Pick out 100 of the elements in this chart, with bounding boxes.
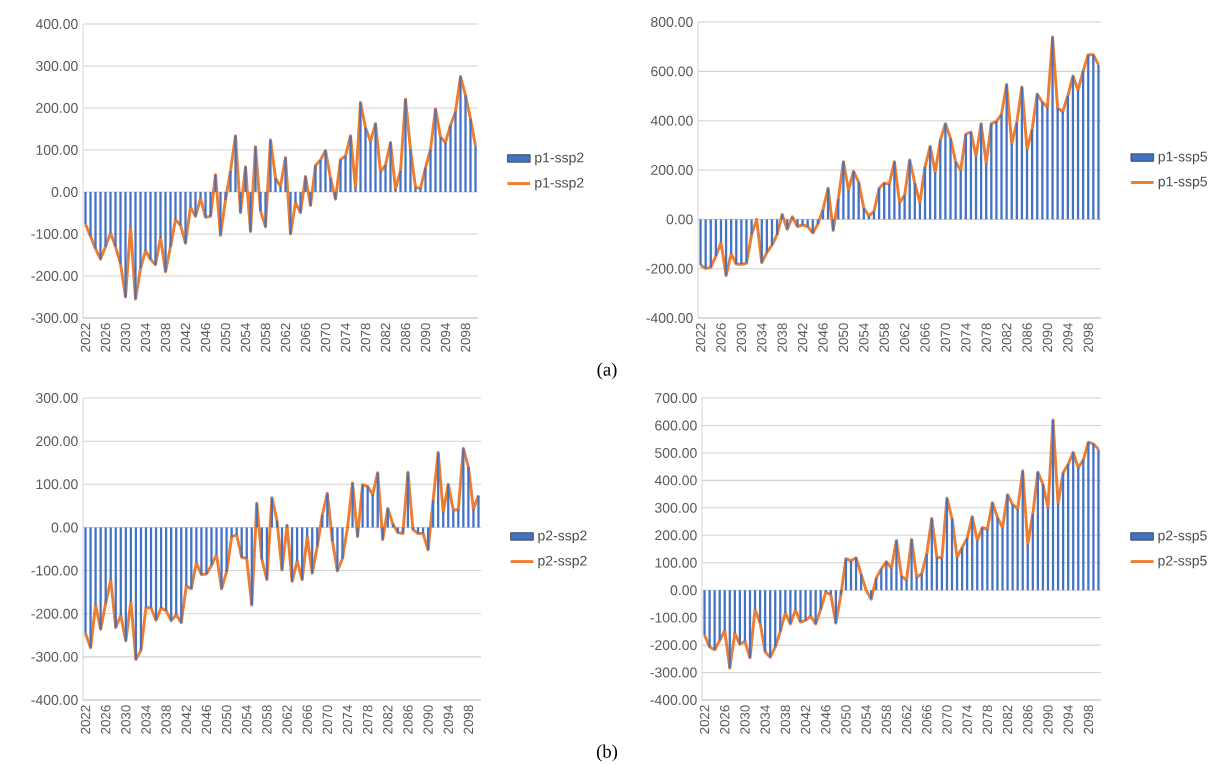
bar (244, 166, 247, 193)
bar (1000, 114, 1003, 220)
bar (349, 135, 352, 193)
bar (781, 214, 784, 220)
bar (434, 108, 437, 193)
bar (394, 189, 397, 193)
bar (149, 192, 152, 260)
bar (1056, 108, 1059, 220)
x-tick-label: 2026 (720, 705, 730, 734)
y-tick-label: -400.00 (650, 695, 697, 705)
x-tick-label: 2078 (360, 323, 371, 352)
bar (477, 495, 480, 528)
bar (301, 527, 304, 580)
x-tick-label: 2086 (400, 323, 411, 352)
bar (220, 527, 223, 589)
bar (719, 219, 723, 243)
x-tick-label: 2070 (942, 705, 952, 734)
bar (852, 171, 855, 220)
x-tick-label: 2082 (380, 323, 391, 352)
bar (94, 527, 97, 606)
x-tick-label: 2022 (80, 705, 91, 734)
bar (341, 527, 344, 559)
x-tick-label: 2094 (1063, 323, 1073, 352)
bar (791, 216, 794, 220)
bar (1097, 449, 1100, 591)
x-tick-label: 2046 (201, 705, 212, 734)
x-tick-label: 2094 (440, 323, 451, 352)
bar (334, 192, 337, 200)
bar (200, 527, 203, 575)
bar (829, 590, 832, 595)
x-tick-label: 2054 (242, 705, 252, 734)
x-tick-label: 2022 (80, 323, 91, 352)
x-tick-label: 2030 (120, 323, 131, 352)
x-tick-label: 2066 (300, 323, 311, 352)
bar (94, 192, 97, 249)
bar (331, 527, 334, 541)
bar (801, 219, 804, 226)
y-tick-label: -100.00 (650, 612, 697, 623)
bar (369, 141, 372, 193)
x-tick-label: 2090 (1043, 705, 1053, 734)
bar (109, 192, 112, 233)
bar (1005, 84, 1008, 220)
bar (229, 171, 232, 193)
bar (799, 590, 802, 623)
bar (839, 590, 843, 595)
bar (1046, 107, 1049, 220)
x-tick-label: 2090 (1042, 323, 1053, 352)
x-tick-label: 2050 (221, 705, 232, 734)
bar (89, 192, 92, 237)
bar (384, 165, 387, 193)
legend-label: p2-ssp5 (1158, 555, 1207, 569)
x-tick-label: 2058 (262, 705, 272, 734)
bar (991, 502, 994, 591)
bar (144, 192, 147, 251)
bar (114, 192, 117, 247)
bar (816, 219, 820, 225)
bar (414, 187, 417, 193)
bar (847, 190, 850, 220)
bar (354, 187, 357, 193)
bar (234, 135, 237, 193)
bar (399, 171, 402, 193)
bar (139, 192, 142, 269)
x-tick-label: 2066 (922, 705, 932, 734)
y-tick-label: -200.00 (646, 263, 693, 274)
bar (184, 192, 187, 244)
x-tick-label: 2098 (460, 323, 471, 352)
bar (708, 590, 711, 648)
y-tick-label: 600.00 (655, 420, 697, 431)
x-tick-label: 2082 (1001, 323, 1012, 352)
bar (409, 149, 412, 193)
bar (381, 527, 384, 540)
x-tick-label: 2038 (780, 705, 791, 734)
bar (306, 527, 309, 537)
x-tick-label: 2034 (760, 705, 770, 734)
bar (159, 192, 162, 238)
x-tick-label: 2090 (420, 323, 431, 352)
x-tick-label: 2030 (740, 705, 750, 734)
bar (254, 146, 257, 193)
x-tick-label: 2074 (961, 323, 971, 352)
x-tick-label: 2030 (736, 323, 747, 352)
x-tick-label: 2050 (838, 323, 849, 352)
x-tick-label: 2074 (340, 323, 351, 352)
legend-label: p1-ssp5 (1158, 151, 1208, 165)
bar (219, 192, 222, 236)
x-tick-label: 2042 (800, 705, 811, 734)
y-tick-label: 200.00 (36, 436, 78, 447)
x-tick-label: 2086 (403, 705, 413, 734)
bar (339, 159, 342, 193)
x-tick-label: 2062 (899, 323, 910, 352)
y-tick-label: 800.00 (651, 17, 693, 27)
y-tick-label: 0.00 (666, 214, 693, 225)
x-tick-label: 2078 (362, 705, 373, 734)
bar (189, 192, 192, 208)
bar (179, 192, 182, 226)
bar (154, 192, 157, 265)
bar (99, 192, 102, 260)
bar (239, 192, 242, 213)
text: (a) (597, 362, 617, 380)
bar (245, 527, 248, 559)
bar (336, 527, 339, 572)
